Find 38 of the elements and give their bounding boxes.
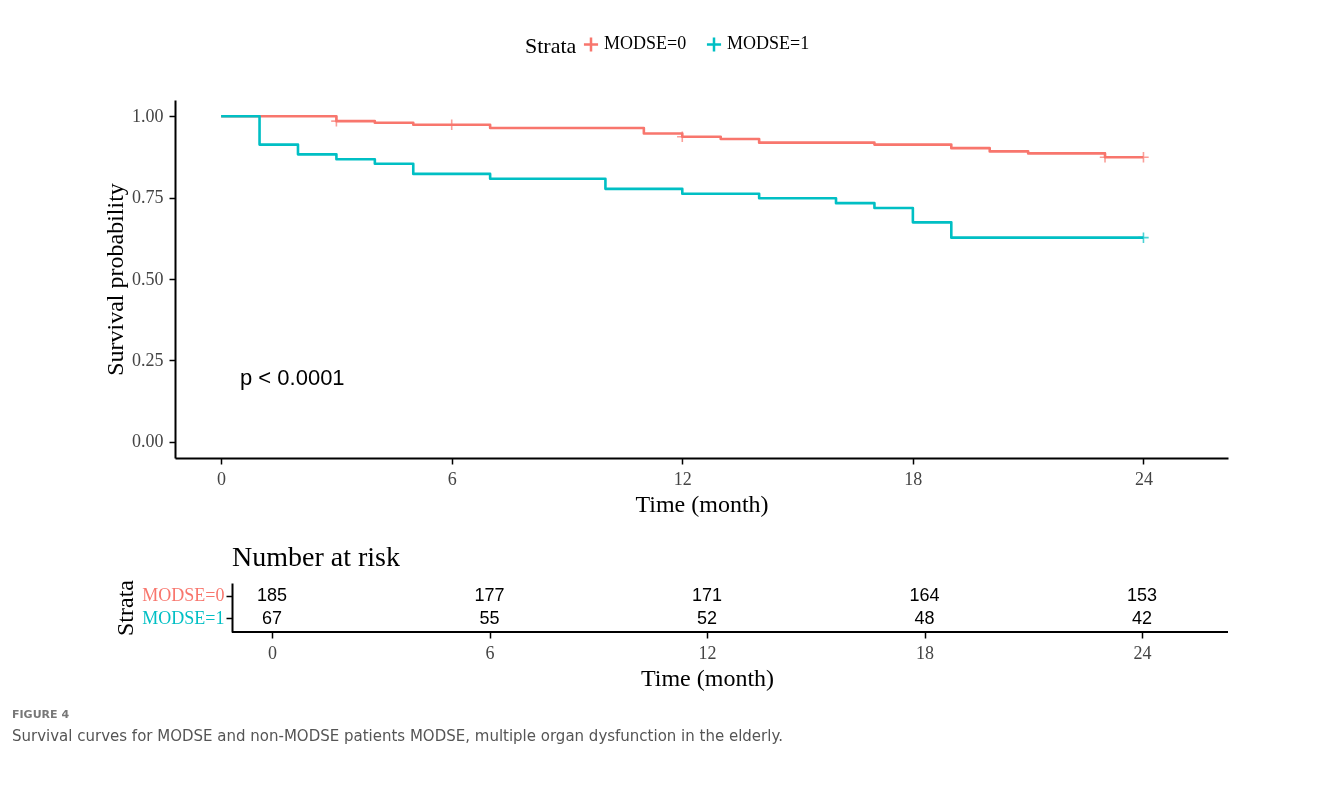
x-tick-label: 6 — [485, 642, 495, 663]
x-tick-label: 6 — [447, 468, 457, 489]
x-axis-title: Time (month) — [635, 490, 769, 517]
y-tick-label: MODSE=0 — [142, 585, 225, 606]
y-tick-label: 0.25 — [132, 349, 164, 370]
data-label: 153 — [1126, 585, 1158, 606]
y-tick-label: 1.00 — [132, 105, 164, 126]
x-tick-label: 12 — [698, 642, 717, 663]
chart-title: Number at risk — [232, 540, 400, 572]
x-tick-label: 12 — [673, 468, 692, 489]
x-tick-label: 0 — [268, 642, 277, 663]
y-axis-title: Survival probability — [102, 183, 128, 376]
data-label: 171 — [691, 585, 723, 606]
data-label: 164 — [909, 585, 940, 606]
legend-title: Strata — [525, 33, 577, 58]
y-tick-label: MODSE=1 — [142, 607, 225, 628]
data-label: 67 — [261, 607, 283, 628]
x-axis-title: Time (month) — [640, 664, 775, 691]
legend-label: MODSE=1 — [727, 33, 810, 54]
x-tick-label: 24 — [1134, 468, 1153, 489]
y-tick-label: 0.00 — [132, 431, 164, 452]
y-tick-label: 0.50 — [132, 268, 164, 289]
y-axis-title: Strata — [112, 579, 139, 636]
data-label: 177 — [474, 585, 505, 606]
data-label: 42 — [1131, 607, 1153, 628]
caption: FIGURE 4 — [12, 708, 71, 721]
x-tick-label: 24 — [1133, 642, 1152, 663]
legend-label: MODSE=0 — [604, 33, 687, 54]
data-label: 52 — [696, 607, 718, 628]
x-tick-label: 0 — [217, 468, 227, 489]
y-tick-label: 0.75 — [132, 187, 164, 208]
text: Survival curves for MODSE and non-MODSE patients MODSE, multiple organ dysfunction in the elderly. — [12, 727, 783, 745]
data-label: 55 — [479, 607, 500, 628]
data-label: 185 — [256, 585, 288, 606]
x-tick-label: 18 — [904, 468, 923, 489]
data-label: 48 — [914, 607, 935, 628]
annotation: p < 0.0001 — [240, 365, 345, 390]
x-tick-label: 18 — [916, 642, 934, 663]
